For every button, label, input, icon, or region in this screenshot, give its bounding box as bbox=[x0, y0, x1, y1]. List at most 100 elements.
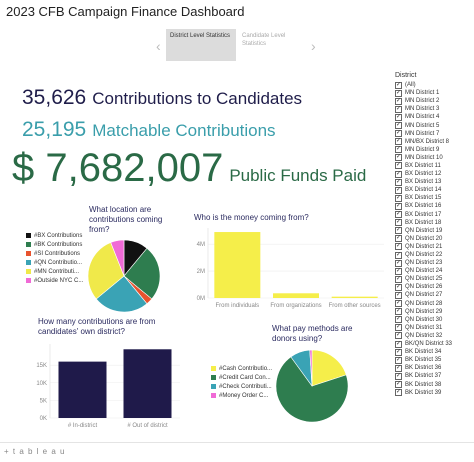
money-bar[interactable] bbox=[214, 232, 261, 298]
money-bar[interactable] bbox=[331, 296, 378, 298]
checkbox-checked-icon[interactable]: ✓ bbox=[395, 316, 402, 324]
money-bar[interactable] bbox=[273, 293, 319, 298]
checkbox-checked-icon[interactable]: ✓ bbox=[395, 219, 402, 227]
pay-legend-item[interactable]: #Check Contributi... bbox=[211, 382, 272, 391]
checkbox-checked-icon[interactable]: ✓ bbox=[395, 113, 402, 121]
checkbox-checked-icon[interactable]: ✓ bbox=[395, 364, 402, 372]
location-pie-chart[interactable] bbox=[86, 238, 162, 314]
checkbox-checked-icon[interactable]: ✓ bbox=[395, 162, 402, 170]
pay-pie-slice[interactable] bbox=[309, 349, 313, 387]
checkbox-checked-icon[interactable]: ✓ bbox=[395, 259, 402, 267]
checkbox-checked-icon[interactable]: ✓ bbox=[395, 211, 402, 219]
district-filter-item[interactable]: ✓ BK/QN District 33 bbox=[395, 340, 471, 348]
district-filter-item[interactable]: ✓ QN District 32 bbox=[395, 332, 471, 340]
district-filter-item[interactable]: ✓ QN District 23 bbox=[395, 259, 471, 267]
checkbox-checked-icon[interactable]: ✓ bbox=[395, 356, 402, 364]
checkbox-checked-icon[interactable]: ✓ bbox=[395, 308, 402, 316]
checkbox-checked-icon[interactable]: ✓ bbox=[395, 348, 402, 356]
district-filter-item[interactable]: ✓ BK District 38 bbox=[395, 380, 471, 389]
checkbox-checked-icon[interactable]: ✓ bbox=[395, 267, 402, 275]
checkbox-checked-icon[interactable]: ✓ bbox=[395, 324, 402, 332]
checkbox-checked-icon[interactable]: ✓ bbox=[395, 170, 402, 178]
district-filter-item[interactable]: ✓ MN District 1 bbox=[395, 89, 471, 97]
district-filter-item[interactable]: ✓ QN District 26 bbox=[395, 283, 471, 291]
district-filter-item[interactable]: ✓ BX District 15 bbox=[395, 194, 471, 202]
location-legend-item[interactable]: #QN Contributio... bbox=[26, 258, 83, 267]
district-filter-item[interactable]: ✓ MN District 4 bbox=[395, 113, 471, 121]
location-legend-item[interactable]: #MN Contributi... bbox=[26, 267, 83, 276]
location-pie-slice[interactable] bbox=[110, 239, 125, 277]
district-filter-item[interactable]: ✓ BX District 17 bbox=[395, 211, 471, 219]
location-legend-item[interactable]: #Outside NYC C... bbox=[26, 276, 83, 285]
checkbox-checked-icon[interactable]: ✓ bbox=[395, 105, 402, 113]
checkbox-checked-icon[interactable]: ✓ bbox=[395, 122, 402, 130]
district-filter-item[interactable]: ✓ BX District 14 bbox=[395, 186, 471, 194]
own-district-bar-chart[interactable]: 0K 5K 10K 15K # In-district # Out of district bbox=[30, 340, 190, 432]
checkbox-checked-icon[interactable]: ✓ bbox=[395, 283, 402, 291]
story-point-candidate-level[interactable]: Candidate Level Statistics bbox=[242, 33, 286, 47]
own-district-bar[interactable] bbox=[123, 349, 172, 418]
checkbox-checked-icon[interactable]: ✓ bbox=[395, 235, 402, 243]
district-filter-item[interactable]: ✓ QN District 21 bbox=[395, 243, 471, 251]
location-pie-slice[interactable] bbox=[87, 242, 125, 300]
district-filter-item[interactable]: ✓ BK District 35 bbox=[395, 356, 471, 364]
pay-legend-item[interactable]: #Cash Contributio... bbox=[211, 364, 272, 373]
checkbox-checked-icon[interactable]: ✓ bbox=[395, 227, 402, 235]
checkbox-checked-icon[interactable]: ✓ bbox=[395, 138, 402, 146]
district-filter-item[interactable]: ✓ QN District 30 bbox=[395, 316, 471, 324]
checkbox-checked-icon[interactable]: ✓ bbox=[395, 194, 402, 202]
district-filter-item[interactable]: ✓ BX District 11 bbox=[395, 162, 471, 170]
checkbox-checked-icon[interactable]: ✓ bbox=[395, 275, 402, 283]
district-filter-item[interactable]: ✓ QN District 22 bbox=[395, 251, 471, 259]
pay-legend-item[interactable]: #Money Order C... bbox=[211, 391, 272, 400]
checkbox-checked-icon[interactable]: ✓ bbox=[395, 291, 402, 299]
checkbox-checked-icon[interactable]: ✓ bbox=[395, 251, 402, 259]
district-filter-item[interactable]: ✓ QN District 24 bbox=[395, 267, 471, 275]
district-filter-item[interactable]: ✓ BK District 34 bbox=[395, 348, 471, 356]
checkbox-checked-icon[interactable]: ✓ bbox=[395, 178, 402, 186]
checkbox-checked-icon[interactable]: ✓ bbox=[395, 146, 402, 154]
location-legend-item[interactable]: #BK Contributions bbox=[26, 240, 83, 249]
district-filter-item[interactable]: ✓ MN District 3 bbox=[395, 105, 471, 113]
checkbox-checked-icon[interactable]: ✓ bbox=[395, 243, 402, 251]
district-filter-item[interactable]: ✓ QN District 25 bbox=[395, 275, 471, 283]
district-filter-item[interactable]: ✓ MN District 10 bbox=[395, 154, 471, 162]
checkbox-checked-icon[interactable]: ✓ bbox=[395, 372, 402, 380]
pay-legend-item[interactable]: #Credit Card Con... bbox=[211, 373, 272, 382]
story-point-district-level[interactable]: District Level Statistics bbox=[166, 29, 236, 61]
checkbox-checked-icon[interactable]: ✓ bbox=[395, 389, 402, 397]
location-pie-slice[interactable] bbox=[123, 247, 161, 300]
pay-pie-chart[interactable] bbox=[274, 348, 350, 424]
location-legend-item[interactable]: #BX Contributions bbox=[26, 231, 83, 240]
checkbox-checked-icon[interactable]: ✓ bbox=[395, 81, 402, 89]
location-pie-slice[interactable] bbox=[95, 275, 148, 313]
money-bar-chart[interactable]: 0M 2M 4M From individuals From organizations… bbox=[188, 222, 388, 314]
district-filter-item[interactable]: ✓ BX District 16 bbox=[395, 202, 471, 210]
district-filter-item[interactable]: ✓ BX District 13 bbox=[395, 178, 471, 186]
checkbox-checked-icon[interactable]: ✓ bbox=[395, 186, 402, 194]
checkbox-checked-icon[interactable]: ✓ bbox=[395, 154, 402, 162]
district-filter-item[interactable]: ✓ (All) bbox=[395, 81, 471, 89]
chevron-left-icon[interactable]: ‹ bbox=[156, 38, 161, 54]
pay-pie-slice[interactable] bbox=[275, 356, 349, 423]
checkbox-checked-icon[interactable]: ✓ bbox=[395, 89, 402, 97]
own-district-bar[interactable] bbox=[58, 361, 107, 418]
district-filter-item[interactable]: ✓ BK District 37 bbox=[395, 372, 471, 380]
district-filter-item[interactable]: ✓ MN District 7 bbox=[395, 130, 471, 138]
district-filter-item[interactable]: ✓ QN District 29 bbox=[395, 308, 471, 316]
checkbox-checked-icon[interactable]: ✓ bbox=[395, 300, 402, 308]
district-filter-item[interactable]: ✓ MN District 2 bbox=[395, 97, 471, 105]
checkbox-checked-icon[interactable]: ✓ bbox=[395, 332, 402, 340]
district-filter-item[interactable]: ✓ BX District 12 bbox=[395, 170, 471, 178]
checkbox-checked-icon[interactable]: ✓ bbox=[395, 381, 402, 389]
district-filter-item[interactable]: ✓ BK District 36 bbox=[395, 364, 471, 372]
district-filter-item[interactable]: ✓ QN District 20 bbox=[395, 235, 471, 243]
pay-pie-slice[interactable] bbox=[311, 349, 347, 387]
district-filter-item[interactable]: ✓ QN District 31 bbox=[395, 324, 471, 332]
district-filter-item[interactable]: ✓ MN District 9 bbox=[395, 146, 471, 154]
district-filter-item[interactable]: ✓ BK District 39 bbox=[395, 389, 471, 397]
checkbox-checked-icon[interactable]: ✓ bbox=[395, 340, 402, 348]
district-filter-item[interactable]: ✓ MN/BX District 8 bbox=[395, 138, 471, 146]
checkbox-checked-icon[interactable]: ✓ bbox=[395, 130, 402, 138]
checkbox-checked-icon[interactable]: ✓ bbox=[395, 202, 402, 210]
